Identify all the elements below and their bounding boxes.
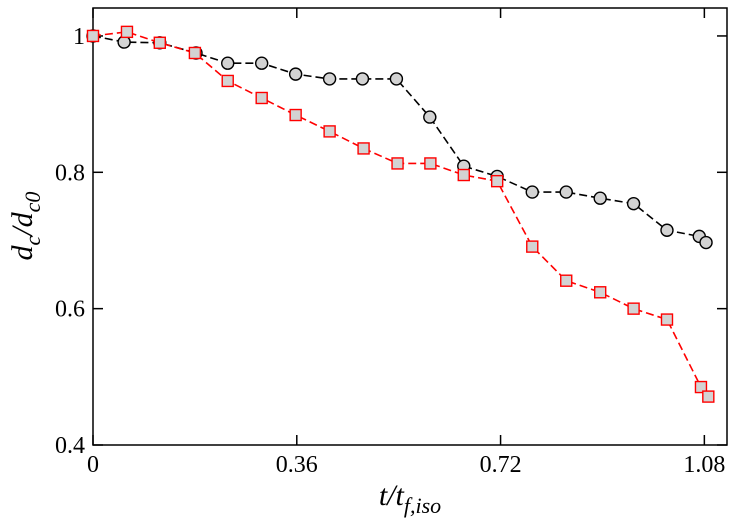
series-line [92,35,707,244]
y-label-d: /d [6,211,39,237]
series-line [92,31,709,398]
marker [289,108,302,122]
x-tick-label: 0.36 [276,452,318,478]
marker [288,67,303,81]
marker [424,157,437,170]
marker [594,286,607,299]
y-tick-label: 0.8 [55,160,85,186]
marker [694,380,708,394]
marker [153,36,166,49]
marker [526,240,539,253]
marker [699,235,713,250]
marker [221,74,234,88]
y-label-d: d [6,244,39,260]
marker [389,72,404,86]
marker [560,274,573,287]
marker [254,56,269,70]
marker [660,223,674,237]
x-tick-label: 1.08 [683,452,725,478]
marker [626,196,641,211]
marker [490,174,504,188]
y-axis-label: dc/dc0 [6,192,45,261]
marker [221,56,235,70]
marker [120,25,134,39]
x-label-sub: f,iso [404,493,441,518]
marker [423,110,437,124]
y-tick-label: 0.4 [55,433,85,459]
x-axis-label: t/tf,iso [379,479,441,518]
marker [255,91,268,105]
y-label-sub: c0 [20,192,45,213]
x-tick-label: 0 [87,452,99,478]
marker [525,185,539,199]
x-tick-label: 0.72 [480,452,522,478]
marker [702,390,715,403]
plot-frame [92,7,728,446]
marker [322,72,337,86]
y-tick-label: 1 [73,24,85,50]
marker [559,185,573,199]
marker [86,29,100,43]
marker [323,125,336,138]
y-tick-label: 0.6 [55,297,85,323]
marker [355,72,370,86]
marker [357,142,370,155]
x-label-main: t/t [379,479,405,512]
marker [627,302,640,315]
marker [391,157,404,170]
y-label-sub: c [20,235,45,245]
marker [593,191,607,205]
marker [660,313,674,326]
marker [188,46,202,60]
marker [457,168,470,182]
